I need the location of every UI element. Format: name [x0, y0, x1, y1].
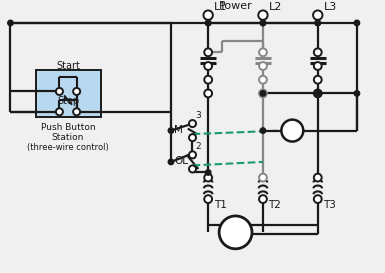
- Circle shape: [206, 20, 211, 26]
- Circle shape: [260, 20, 266, 26]
- Circle shape: [314, 62, 322, 70]
- Circle shape: [204, 195, 212, 203]
- Circle shape: [260, 20, 266, 26]
- Circle shape: [314, 195, 322, 203]
- FancyBboxPatch shape: [36, 70, 100, 117]
- Circle shape: [206, 20, 211, 26]
- Circle shape: [354, 91, 360, 96]
- Circle shape: [73, 108, 80, 115]
- Text: Start: Start: [56, 61, 80, 71]
- Text: M: M: [288, 126, 297, 136]
- Circle shape: [204, 76, 212, 84]
- Text: T1: T1: [214, 200, 226, 210]
- Circle shape: [314, 76, 322, 84]
- Circle shape: [206, 170, 211, 175]
- Text: M: M: [174, 125, 183, 135]
- Circle shape: [259, 62, 267, 70]
- Circle shape: [313, 10, 323, 20]
- Circle shape: [259, 90, 267, 97]
- Text: Power: Power: [219, 1, 253, 11]
- Circle shape: [219, 216, 252, 249]
- Circle shape: [189, 134, 196, 141]
- Circle shape: [204, 90, 212, 97]
- Text: T3: T3: [323, 200, 336, 210]
- Text: L2: L2: [269, 2, 282, 12]
- Text: OL: OL: [174, 156, 188, 166]
- Circle shape: [315, 20, 320, 26]
- Circle shape: [204, 62, 212, 70]
- Circle shape: [168, 159, 174, 165]
- Circle shape: [259, 195, 267, 203]
- Circle shape: [56, 88, 63, 95]
- Circle shape: [354, 20, 360, 26]
- Text: L3: L3: [324, 2, 337, 12]
- Circle shape: [281, 120, 303, 142]
- Circle shape: [189, 151, 196, 158]
- Text: Station: Station: [52, 133, 84, 142]
- Circle shape: [189, 120, 196, 127]
- Circle shape: [314, 174, 322, 182]
- Circle shape: [259, 174, 267, 182]
- Circle shape: [189, 165, 196, 173]
- Text: L1: L1: [214, 2, 227, 12]
- Text: 2: 2: [196, 142, 201, 150]
- Circle shape: [204, 174, 212, 182]
- Text: 3: 3: [196, 111, 201, 120]
- Circle shape: [258, 10, 268, 20]
- Circle shape: [260, 91, 266, 96]
- Circle shape: [259, 76, 267, 84]
- Circle shape: [315, 91, 320, 96]
- Text: T2: T2: [268, 200, 281, 210]
- Text: (three-wire control): (three-wire control): [27, 143, 109, 152]
- Circle shape: [315, 20, 320, 26]
- Circle shape: [204, 48, 212, 56]
- Circle shape: [73, 88, 80, 95]
- Circle shape: [56, 108, 63, 115]
- Circle shape: [168, 128, 174, 133]
- Circle shape: [203, 10, 213, 20]
- Circle shape: [314, 48, 322, 56]
- Circle shape: [8, 20, 13, 26]
- Text: Motor: Motor: [219, 227, 252, 237]
- Circle shape: [260, 128, 266, 133]
- Text: Stop: Stop: [57, 96, 79, 106]
- Circle shape: [314, 90, 322, 97]
- Circle shape: [259, 48, 267, 56]
- Text: Push Button: Push Button: [41, 123, 95, 132]
